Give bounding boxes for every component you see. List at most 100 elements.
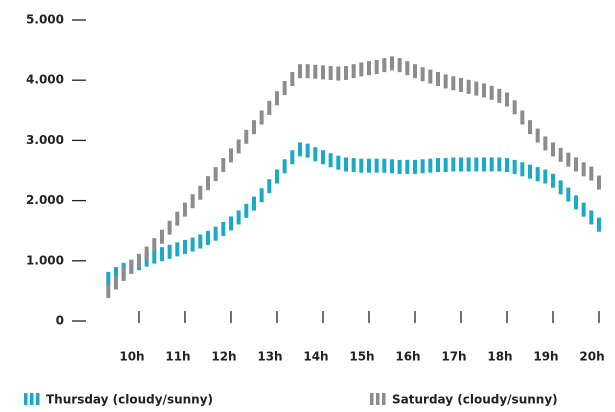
- legend-swatch: [370, 393, 374, 405]
- data-dash: [458, 157, 463, 172]
- x-tick-label: 17h: [441, 350, 466, 364]
- data-dash: [382, 58, 387, 73]
- data-dash: [136, 253, 141, 268]
- data-dash: [573, 157, 578, 172]
- x-tick-label: 18h: [487, 350, 512, 364]
- data-dash: [451, 76, 456, 91]
- data-dash: [412, 64, 417, 79]
- legend-swatch: [24, 393, 28, 405]
- data-dash: [267, 179, 272, 194]
- x-tick-label: 12h: [211, 350, 236, 364]
- data-dash: [512, 100, 517, 115]
- data-dash: [428, 158, 433, 173]
- x-tick-label: 13h: [257, 350, 282, 364]
- data-dash: [336, 66, 341, 81]
- x-tick-label: 11h: [165, 350, 190, 364]
- data-dash: [182, 202, 187, 217]
- data-dash: [397, 159, 402, 174]
- data-dash: [205, 230, 210, 245]
- data-dash: [458, 78, 463, 93]
- data-dash: [420, 159, 425, 174]
- data-dash: [435, 71, 440, 86]
- data-dash: [374, 59, 379, 74]
- data-dash: [481, 157, 486, 172]
- data-dash: [597, 217, 601, 232]
- data-dash: [389, 159, 394, 174]
- x-tick-label: 15h: [349, 350, 374, 364]
- data-dash: [543, 136, 548, 151]
- data-dash: [535, 128, 540, 143]
- data-dash: [274, 91, 279, 106]
- data-dash: [320, 150, 325, 165]
- data-dash: [213, 226, 218, 241]
- data-dash: [527, 164, 532, 179]
- data-dash: [320, 65, 325, 80]
- data-dash: [297, 64, 302, 79]
- y-tick-label: 0: [56, 314, 64, 328]
- legend-swatch: [36, 393, 40, 405]
- data-dash: [443, 74, 448, 89]
- y-tick-label: 3.000: [26, 133, 64, 147]
- data-dash: [474, 157, 479, 172]
- data-dash: [405, 159, 410, 174]
- data-dash: [435, 158, 440, 173]
- data-dash: [589, 210, 594, 225]
- data-dash: [466, 157, 471, 172]
- data-dash: [236, 139, 241, 154]
- data-dash: [129, 259, 134, 274]
- data-dash: [497, 157, 502, 172]
- data-dash: [152, 238, 157, 253]
- data-dash: [259, 188, 264, 203]
- data-dash: [566, 187, 571, 202]
- data-dash: [451, 157, 456, 172]
- data-dash: [190, 194, 195, 209]
- data-dash: [175, 211, 180, 226]
- legend-swatch: [376, 393, 380, 405]
- data-dash: [106, 271, 111, 286]
- data-dash: [527, 120, 532, 135]
- data-dash: [405, 61, 410, 76]
- data-dash: [182, 239, 187, 254]
- data-dash: [282, 81, 287, 96]
- data-dash: [328, 65, 333, 80]
- data-dash: [351, 158, 356, 173]
- data-dash: [351, 64, 356, 79]
- data-dash: [297, 142, 302, 157]
- data-dash: [597, 175, 601, 190]
- y-tick-label: 1.000: [26, 253, 64, 267]
- data-dash: [412, 159, 417, 174]
- data-dash: [244, 203, 249, 218]
- data-dash: [550, 142, 555, 157]
- data-dash: [558, 147, 563, 162]
- data-dash: [144, 246, 149, 261]
- data-dash: [159, 229, 164, 244]
- data-dash: [121, 267, 126, 282]
- y-tick-label: 4.000: [26, 73, 64, 87]
- data-dash: [113, 267, 118, 282]
- data-dash: [504, 92, 509, 107]
- data-dash: [228, 148, 233, 163]
- data-dash: [267, 100, 272, 115]
- data-dash: [566, 152, 571, 167]
- data-dash: [520, 110, 525, 125]
- data-dash: [512, 159, 517, 174]
- legend-swatch: [382, 393, 386, 405]
- data-dash: [535, 167, 540, 182]
- x-tick-label: 14h: [303, 350, 328, 364]
- data-dash: [420, 67, 425, 82]
- data-dash: [106, 283, 111, 298]
- data-dash: [228, 216, 233, 231]
- data-dash: [190, 237, 195, 252]
- data-dash: [152, 249, 157, 264]
- data-dash: [343, 157, 348, 172]
- data-dash: [489, 157, 494, 172]
- data-dash: [497, 88, 502, 103]
- x-tick-label: 10h: [119, 350, 144, 364]
- data-dash: [550, 173, 555, 188]
- data-dash: [221, 221, 226, 236]
- y-tick-label: 2.000: [26, 193, 64, 207]
- data-dash: [167, 244, 172, 259]
- data-dash: [290, 150, 295, 165]
- data-dash: [359, 62, 364, 77]
- x-tick-label: 19h: [533, 350, 558, 364]
